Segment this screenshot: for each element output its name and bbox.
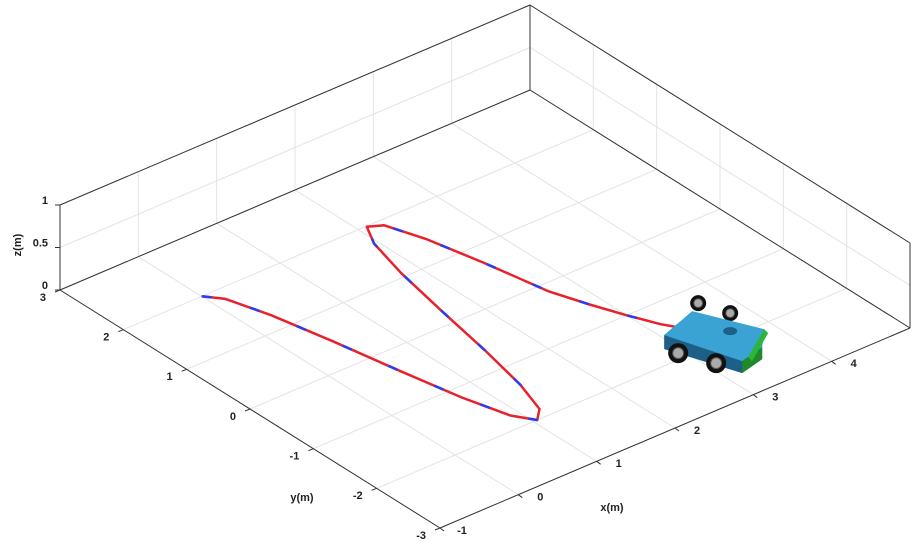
grid-line [530,48,910,286]
grid-line [250,209,720,409]
x-tick [675,428,679,431]
y-tick [245,409,250,411]
robot [664,295,768,373]
z-axis-label: z(m) [12,233,24,256]
x-tick [440,528,444,531]
hub [711,358,722,369]
y-tick [118,330,123,332]
y-tick-label: 0 [230,411,236,423]
grid-line [187,169,657,369]
hub [726,309,735,318]
x-tick-label: 4 [851,358,858,370]
x-tick-label: 2 [694,425,700,437]
grid-line [60,48,530,248]
y-tick-label: -3 [416,530,426,542]
y-tick-label: -1 [290,451,300,463]
y-tick-label: 2 [103,332,109,344]
z-tick-label: 1 [42,195,48,207]
x-tick-label: 0 [537,492,543,504]
z-tick-label: 0.5 [33,237,48,249]
robot-hole [723,327,737,335]
chart: x(m) y(m) z(m) -101234-3-2-1012300.51 [0,0,919,542]
x-tick-label: 1 [616,458,622,470]
y-tick [182,369,187,371]
z-tick-label: 0 [42,280,48,292]
grid-line [377,288,847,488]
grid-line [123,130,593,330]
y-tick-label: 3 [40,292,46,304]
y-tick [435,528,440,530]
hub [694,299,703,308]
x-axis-label: x(m) [600,502,624,514]
x-tick-label: -1 [457,525,467,537]
y-tick-label: 1 [167,371,173,383]
x-tick [597,461,601,464]
y-axis-label: y(m) [290,492,314,504]
x-tick [518,495,522,498]
x-tick [753,395,757,398]
y-tick-label: -2 [353,490,363,502]
hub [673,348,684,359]
y-tick [372,488,377,490]
x-tick-label: 3 [772,392,778,404]
y-tick [308,449,313,451]
x-tick [832,361,836,364]
